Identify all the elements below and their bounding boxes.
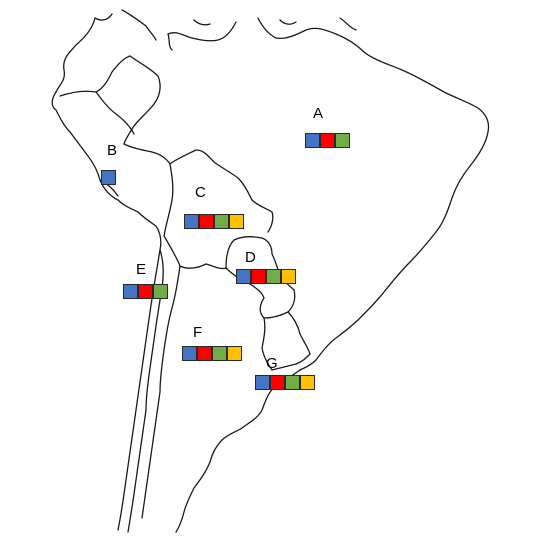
swatch-blue xyxy=(123,284,138,299)
border-peru-brazil xyxy=(123,143,171,165)
border-bolivia-brazil xyxy=(169,149,274,233)
continent-coastline-north-east xyxy=(51,17,162,531)
swatch-green xyxy=(266,269,281,284)
swatch-yellow xyxy=(300,375,315,390)
swatch-blue xyxy=(182,346,197,361)
region-swatches-c xyxy=(184,214,244,229)
region-swatches-b xyxy=(101,170,116,185)
region-label-a: A xyxy=(313,105,324,122)
border-colombia-ecuador xyxy=(59,55,131,97)
swatch-yellow xyxy=(281,269,296,284)
continent-coastline-top xyxy=(94,9,490,371)
swatch-blue xyxy=(184,214,199,229)
region-swatches-f xyxy=(182,346,242,361)
swatch-red xyxy=(270,375,285,390)
swatch-blue xyxy=(305,133,320,148)
swatch-green xyxy=(335,133,350,148)
region-label-g: G xyxy=(266,355,278,372)
swatch-blue xyxy=(236,269,251,284)
swatch-red xyxy=(197,346,212,361)
border-paraguay xyxy=(225,236,296,319)
region-label-f: F xyxy=(193,324,203,341)
border-brazil-uruguay xyxy=(287,311,311,355)
swatch-red xyxy=(251,269,266,284)
swatch-green xyxy=(153,284,168,299)
border-bolivia-peru xyxy=(163,163,174,237)
swatch-blue xyxy=(255,375,270,390)
continent-coastline-south-east xyxy=(175,369,301,533)
border-peru-north xyxy=(95,91,135,135)
region-swatches-e xyxy=(123,284,168,299)
border-colombia-brazil xyxy=(123,55,161,145)
region-swatches-g xyxy=(255,375,315,390)
border-uruguay xyxy=(261,317,311,371)
region-swatches-d xyxy=(236,269,296,284)
swatch-red xyxy=(320,133,335,148)
region-label-d: D xyxy=(245,249,256,266)
swatch-green xyxy=(214,214,229,229)
border-argentina-chile xyxy=(141,265,181,519)
region-label-c: C xyxy=(195,184,206,201)
swatch-yellow xyxy=(227,346,242,361)
swatch-green xyxy=(212,346,227,361)
border-bolivia-south xyxy=(163,235,227,270)
swatch-yellow xyxy=(229,214,244,229)
region-label-e: E xyxy=(136,261,147,278)
swatch-red xyxy=(199,214,214,229)
region-swatches-a xyxy=(305,133,350,148)
region-label-b: B xyxy=(107,142,118,159)
swatch-green xyxy=(285,375,300,390)
swatch-blue xyxy=(101,170,116,185)
swatch-red xyxy=(138,284,153,299)
caribbean-coast-detail xyxy=(167,17,357,51)
